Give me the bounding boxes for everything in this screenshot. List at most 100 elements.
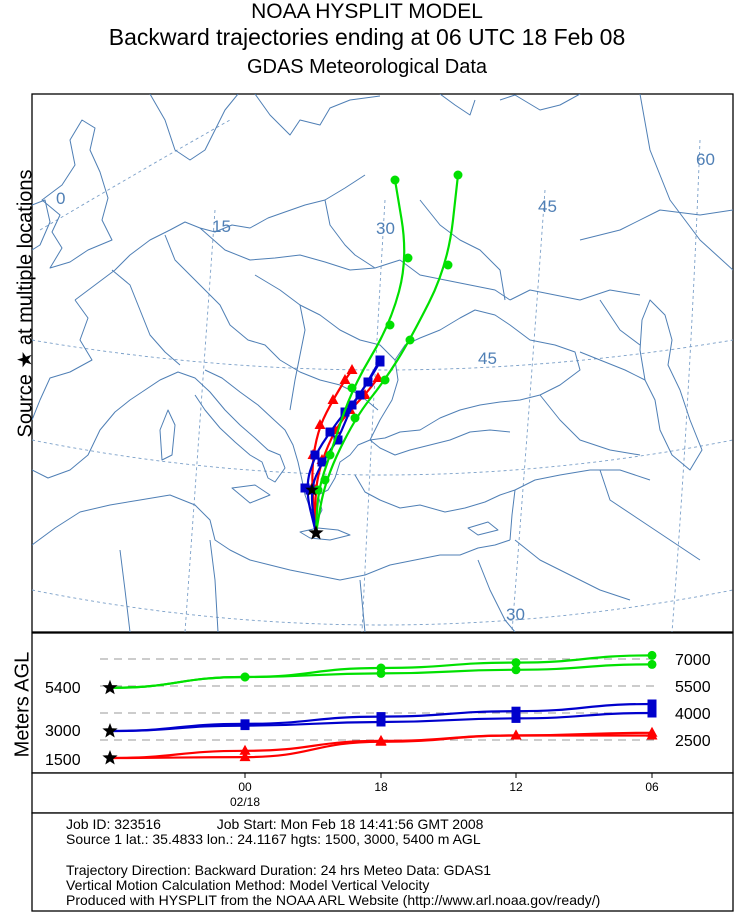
height-series-marker	[647, 699, 657, 709]
trajectory-marker	[310, 450, 320, 460]
trajectory-marker	[317, 457, 327, 467]
europe-north-coast	[74, 174, 366, 301]
country-border	[111, 269, 181, 366]
left-height-label: 3000	[45, 723, 81, 740]
country-border	[509, 289, 641, 301]
france-west-coast	[32, 299, 93, 421]
trajectory-marker	[350, 413, 360, 423]
trajectory-layer	[300, 170, 463, 540]
country-border	[539, 394, 641, 456]
height-series-marker	[646, 729, 658, 740]
red-sea-coast	[477, 559, 516, 632]
trajectory-marker	[390, 175, 400, 185]
height-series-marker	[239, 751, 251, 762]
time-label: 00	[238, 780, 252, 794]
trajectory-marker	[380, 375, 390, 385]
trajectory-line	[311, 369, 353, 534]
north-coast	[439, 94, 476, 116]
height-series-marker	[239, 744, 251, 755]
trajectory-marker	[325, 427, 335, 437]
meteo-data-title: GDAS Meteorological Data	[246, 56, 488, 78]
trajectory-marker	[363, 377, 373, 387]
height-series-marker	[376, 668, 386, 678]
lat-label: 45	[478, 349, 497, 368]
black-sea-coast	[369, 309, 581, 441]
trajectory-marker	[385, 320, 395, 330]
height-source-star-icon	[102, 750, 118, 765]
trajectory-line	[314, 179, 406, 534]
lon-label: 0	[56, 189, 65, 208]
trajectory-marker	[325, 450, 335, 460]
produced-info: Produced with HYSPLIT from the NOAA ARL …	[66, 892, 601, 908]
trajectory-marker	[314, 419, 326, 429]
country-border	[579, 209, 733, 241]
country-border	[579, 351, 646, 381]
trajectory-marker	[300, 483, 310, 493]
height-panel-frame	[31, 632, 734, 774]
country-border	[599, 299, 641, 346]
right-height-label: 4000	[675, 706, 711, 723]
sicily-coast	[231, 484, 271, 504]
country-border	[514, 469, 651, 491]
height-source-star-icon	[102, 679, 118, 695]
anatolia-south-coast	[354, 474, 516, 513]
trajectory-marker	[320, 475, 330, 485]
aegean-coast	[317, 429, 511, 496]
lat-label: 30	[506, 605, 525, 624]
ireland-coast	[32, 199, 51, 251]
right-height-label: 5500	[675, 679, 711, 696]
time-axis-frame	[31, 772, 734, 814]
country-border	[359, 579, 366, 632]
info-frame	[31, 812, 734, 912]
great-britain-coast	[41, 119, 113, 269]
height-series-marker	[376, 712, 386, 722]
map-area: 0 15 30 45 60 45 30	[32, 94, 733, 632]
trajectory-marker	[347, 400, 357, 410]
sardinia-coast	[159, 409, 176, 461]
job-start: Job Start: Mon Feb 18 14:41:56 GMT 2008	[216, 816, 484, 832]
vertical-motion-info: Vertical Motion Calculation Method: Mode…	[66, 877, 430, 893]
height-series-marker	[511, 713, 521, 723]
country-border	[639, 94, 733, 271]
height-series-marker	[510, 729, 522, 740]
time-label: 18	[374, 780, 388, 794]
height-series-marker	[240, 721, 250, 731]
height-series-marker	[375, 735, 387, 746]
country-border	[254, 274, 396, 361]
country-border	[209, 539, 219, 632]
scandinavia-coast	[149, 94, 239, 161]
levant-coast	[509, 489, 516, 541]
country-border	[119, 549, 131, 632]
trajectory-marker	[347, 383, 357, 393]
cyprus-coast	[467, 521, 499, 536]
time-label: 06	[645, 780, 659, 794]
parallel-line	[32, 339, 733, 371]
baltic-coast	[254, 94, 381, 136]
source-side-label: Source ★ at multiple locations	[14, 169, 37, 438]
country-border	[199, 227, 401, 271]
direction-info: Trajectory Direction: Backward Duration:…	[66, 862, 492, 878]
height-series-marker	[647, 650, 657, 660]
trajectory-marker	[405, 335, 415, 345]
trajectory-marker	[453, 170, 463, 180]
trajectory-marker	[333, 435, 343, 445]
height-source-star-icon	[102, 723, 118, 738]
date-label: 02/18	[230, 795, 260, 809]
job-id: Job ID: 323516	[66, 816, 161, 832]
left-height-label: 5400	[45, 680, 81, 697]
country-border	[599, 469, 701, 561]
height-series-marker	[511, 706, 521, 716]
trajectory-marker	[443, 260, 453, 270]
country-border	[289, 304, 306, 411]
trajectory-marker	[339, 374, 351, 384]
time-ticks	[244, 773, 653, 778]
plot-title: NOAA HYSPLIT MODEL	[251, 0, 483, 23]
height-series-marker	[511, 658, 521, 668]
height-layer	[100, 650, 660, 765]
lon-label: 60	[696, 150, 715, 169]
meridian-line	[39, 119, 231, 231]
caspian-coast	[639, 299, 703, 471]
height-series-marker	[647, 708, 657, 718]
country-border	[419, 199, 506, 301]
meridian-line	[184, 209, 216, 632]
